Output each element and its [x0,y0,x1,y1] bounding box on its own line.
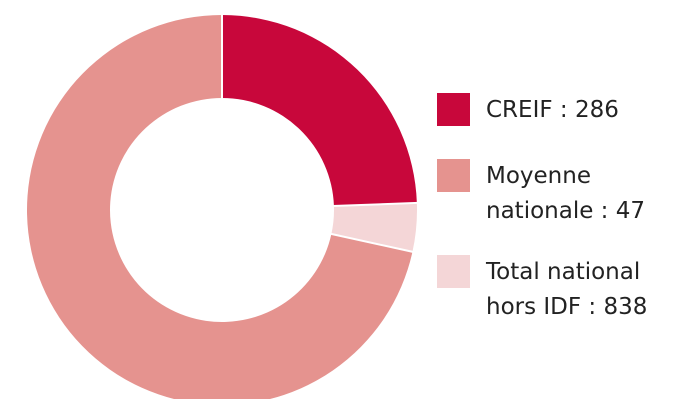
legend-item-creif: CREIF : 286 [437,93,671,128]
legend-swatch-total-national-hors-idf [437,255,470,288]
donut-slice-1 [331,202,418,252]
legend-label-moyenne-nationale: Moyenne nationale : 47 [486,163,646,224]
donut-separator-2 [330,232,414,253]
legend-item-moyenne-nationale: Moyenne nationale : 47 [437,159,671,229]
legend-swatch-creif [437,93,470,126]
donut-separator-1 [332,201,418,207]
legend-item-total-national-hors-idf: Total national hors IDF : 838 [437,255,671,325]
donut-slice-2 [27,15,413,399]
donut-slice-0 [222,15,417,206]
legend-label-creif: CREIF : 286 [486,97,619,123]
legend-label-total-national-hors-idf: Total national hors IDF : 838 [486,259,648,320]
legend-swatch-moyenne-nationale [437,159,470,192]
donut-chart [27,14,418,399]
